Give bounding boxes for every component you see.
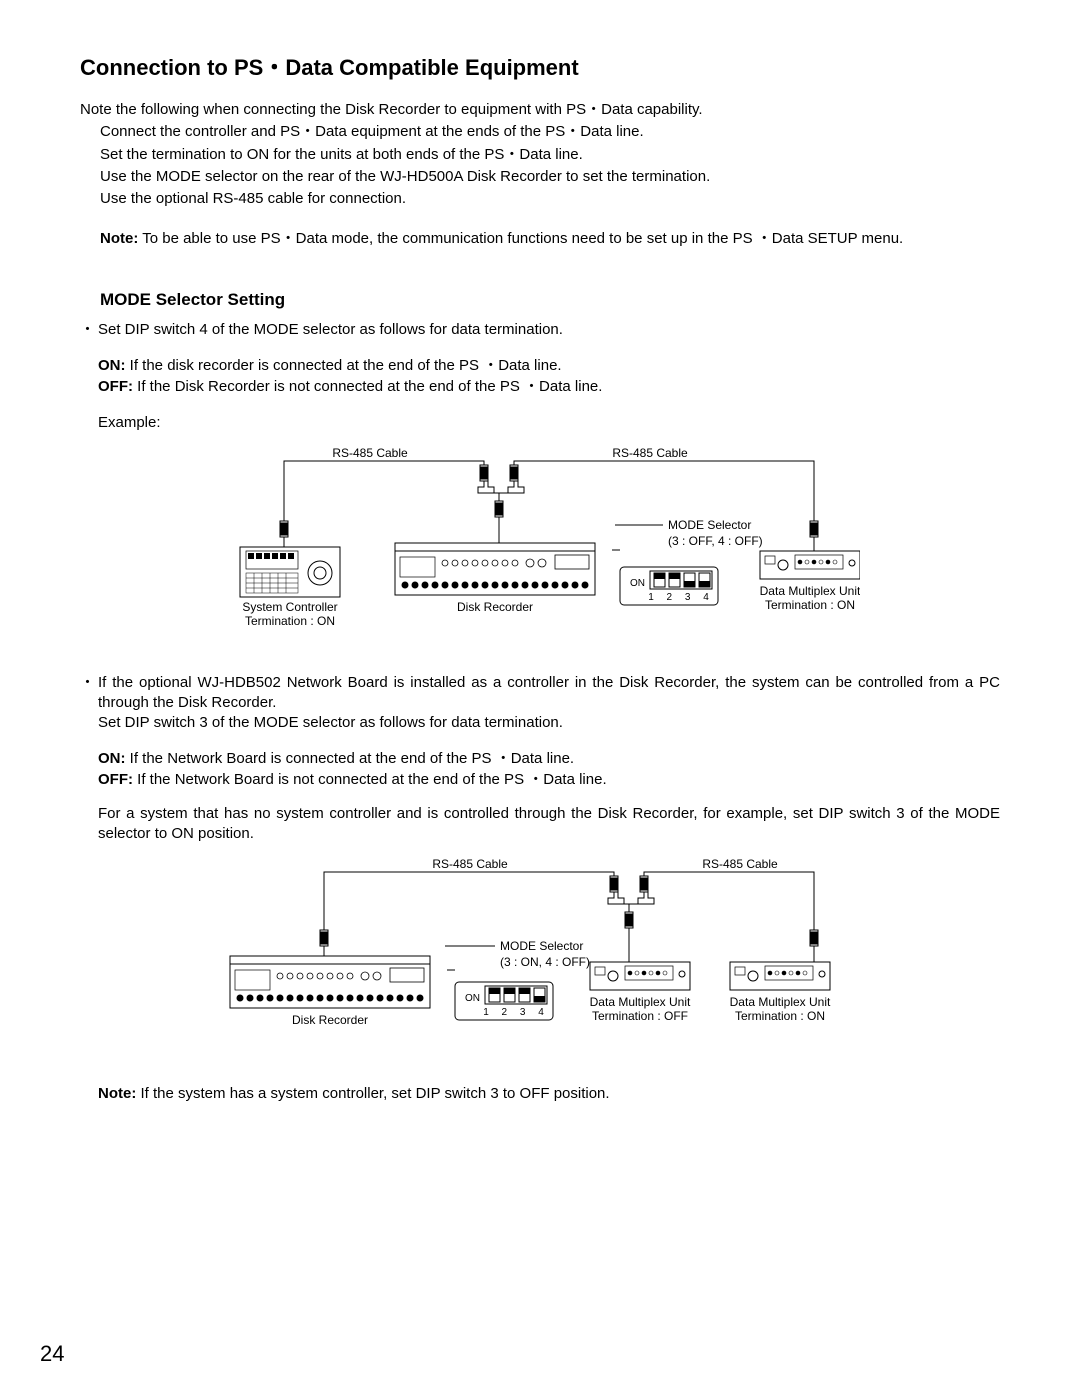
intro-line: Connect the controller and PS・Data equip… [100, 122, 1000, 142]
mode-selector-heading: MODE Selector Setting [80, 290, 1000, 310]
bullet-line2: Set DIP switch 3 of the MODE selector as… [80, 713, 1000, 733]
termination-label: Termination : OFF [592, 1009, 688, 1023]
disk-recorder-icon [230, 956, 430, 1008]
off-text: If the Disk Recorder is not connected at… [133, 378, 602, 395]
termination-label: Termination : ON [765, 598, 855, 612]
note-1: Note: To be able to use PS・Data mode, th… [80, 227, 1000, 248]
note-2: Note: If the system has a system control… [80, 1084, 1000, 1104]
intro-line: Use the MODE selector on the rear of the… [100, 167, 1000, 187]
disk-recorder-label: Disk Recorder [292, 1013, 368, 1027]
note-text: To be able to use PS・Data mode, the comm… [138, 230, 903, 247]
cable-label-right: RS-485 Cable [612, 446, 688, 460]
system-controller-icon [240, 547, 340, 597]
bullet-1: ・ Set DIP switch 4 of the MODE selector … [80, 320, 1000, 433]
note-text: If the system has a system controller, s… [136, 1085, 609, 1102]
mode-setting-label: (3 : OFF, 4 : OFF) [668, 534, 763, 548]
dip-nums-label: 1 2 3 4 [483, 1007, 549, 1018]
intro-line: Use the optional RS-485 cable for connec… [100, 189, 1000, 209]
bullet-2: ・ If the optional WJ-HDB502 Network Boar… [80, 673, 1000, 790]
termination-label: Termination : ON [245, 614, 335, 628]
bullet-text: If the optional WJ-HDB502 Network Board … [98, 673, 1000, 714]
cable-label-right: RS-485 Cable [702, 857, 778, 871]
mode-selector-label: MODE Selector [668, 518, 751, 532]
disk-recorder-label: Disk Recorder [457, 600, 533, 614]
paragraph-2: For a system that has no system controll… [80, 804, 1000, 845]
diagram-1: RS-485 Cable RS-485 Cable System Control [80, 443, 1000, 643]
termination-label: Termination : ON [735, 1009, 825, 1023]
off-label: OFF: [98, 771, 133, 788]
intro-line: Set the termination to ON for the units … [100, 145, 1000, 165]
note-label: Note: [100, 230, 138, 247]
intro-lead: Note the following when connecting the D… [80, 100, 1000, 120]
intro-block: Note the following when connecting the D… [80, 100, 1000, 209]
system-controller-label: System Controller [242, 600, 337, 614]
on-text: If the Network Board is connected at the… [126, 750, 575, 767]
dmu-label: Data Multiplex Unit [760, 584, 860, 598]
off-text: If the Network Board is not connected at… [133, 771, 607, 788]
diagram-2: RS-485 Cable RS-485 Cable Disk Recorder … [80, 854, 1000, 1054]
dip-nums-label: 1 2 3 4 [648, 592, 714, 603]
cable-label-left: RS-485 Cable [332, 446, 408, 460]
dip-switch-icon: ON 1 2 3 4 [620, 567, 718, 605]
dmu-label: Data Multiplex Unit [590, 995, 691, 1009]
on-label: ON: [98, 750, 126, 767]
dip-on-label: ON [465, 993, 480, 1004]
example-label: Example: [80, 413, 1000, 433]
bullet-text: Set DIP switch 4 of the MODE selector as… [98, 320, 1000, 340]
bullet-mark: ・ [80, 320, 98, 340]
note-label: Note: [98, 1085, 136, 1102]
dip-switch-icon: ON 1 2 3 4 [455, 982, 553, 1020]
bullet-mark: ・ [80, 673, 98, 714]
dip-on-label: ON [630, 578, 645, 589]
on-label: ON: [98, 357, 126, 374]
off-label: OFF: [98, 378, 133, 395]
dmu-label: Data Multiplex Unit [730, 995, 831, 1009]
data-multiplex-icon [590, 962, 690, 990]
disk-recorder-icon [395, 543, 595, 595]
on-text: If the disk recorder is connected at the… [126, 357, 562, 374]
data-multiplex-icon [730, 962, 830, 990]
page-title: Connection to PS・Data Compatible Equipme… [80, 50, 1000, 82]
data-multiplex-icon [760, 551, 860, 579]
mode-selector-label: MODE Selector [500, 939, 583, 953]
page-number: 24 [40, 1341, 64, 1367]
mode-setting-label: (3 : ON, 4 : OFF) [500, 955, 590, 969]
cable-label-left: RS-485 Cable [432, 857, 508, 871]
